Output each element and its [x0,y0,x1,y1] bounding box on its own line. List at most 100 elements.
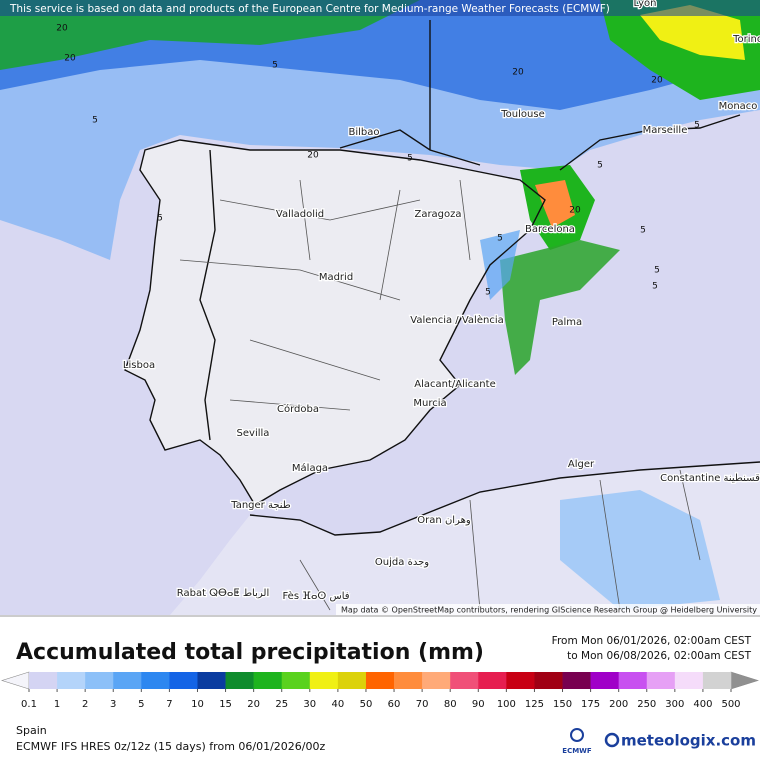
contour-label: 5 [485,288,491,298]
city: Bilbao [348,127,379,138]
ecmwf-label: ECMWF [562,747,592,755]
legend-swatch [281,672,311,689]
legend-tick-label: 7 [166,699,172,710]
legend-arrow-high [730,671,759,690]
coastline [124,139,546,506]
contour-label: 5 [640,226,646,236]
legend-tick-label: 60 [388,699,401,710]
legend-swatch [422,672,451,689]
legend-tick-label: 10 [191,699,204,710]
attribution-bg [336,604,760,615]
brand: meteologix.com [621,732,756,750]
legend-swatch [562,672,591,689]
legend-swatch [702,672,732,689]
city: Oujda وجدة [375,557,429,568]
city: Zaragoza [414,209,461,220]
contour-label: 20 [56,24,68,34]
legend-swatch [618,672,648,689]
legend-swatch [337,672,367,689]
legend-swatch [450,672,479,689]
legend-tick-label: 50 [360,699,373,710]
ecmwf-logo [570,728,584,742]
legend-tick-label: 90 [472,699,485,710]
contour-label: 20 [651,76,663,86]
legend-swatch [590,672,619,689]
city: Lisboa [123,360,155,371]
contour-label: 5 [654,266,660,276]
model-info: ECMWF IFS HRES 0z/12z (15 days) from 06/… [16,740,326,753]
legend-swatch [225,672,254,689]
precip-yellow [640,5,745,60]
coastline-africa [249,461,760,536]
legend-tick-label: 200 [609,699,628,710]
city: Oran وهران [417,515,471,526]
legend-swatch [29,672,58,689]
contour-label: 5 [694,121,700,131]
attribution: Map data © OpenStreetMap contributors, r… [341,606,757,615]
legend-swatch [197,672,226,689]
legend-swatch [57,672,86,689]
iberia-land [125,140,545,505]
city: Córdoba [277,403,319,415]
borders [199,20,741,441]
legend-swatch [141,672,170,689]
contour-label: 5 [597,161,603,171]
legend-swatch [534,672,563,689]
legend-tick-label: 125 [525,699,544,710]
map: This service is based on data and produc… [0,0,760,615]
legend-tick-label: 250 [637,699,656,710]
precip-green [0,0,420,70]
legend-tick-label: 5 [138,699,144,710]
city: Valladolid [276,209,324,220]
contour-label: 5 [157,214,163,224]
region: Spain [16,724,47,737]
legend-tick-label: 20 [247,699,260,710]
contour-label: 20 [307,151,319,161]
legend-tick-label: 15 [219,699,232,710]
legend-tick-label: 150 [553,699,572,710]
city: Barcelona [525,224,575,235]
city: Madrid [319,272,353,283]
legend-swatch [85,672,114,689]
city: Monaco [719,101,758,112]
city: Lyon [633,0,656,9]
contour-label: 20 [64,54,76,64]
legend-title: Accumulated total precipitation (mm) [16,640,484,665]
notice-band [0,0,760,16]
legend-tick-label: 300 [665,699,684,710]
legend-arrow-low [1,671,30,690]
contour-label: 5 [497,234,503,244]
legend-tick-label: 500 [721,699,740,710]
legend-tick-label: 2 [82,699,88,710]
legend-swatch [646,672,676,689]
legend-tick-label: 30 [303,699,316,710]
legend-tick-label: 25 [275,699,288,710]
notice: This service is based on data and produc… [9,3,610,15]
legend-tick-label: 0.1 [21,699,37,710]
period-from: From Mon 06/01/2026, 02:00am CEST [552,635,752,647]
legend-swatch [506,672,535,689]
city: Toulouse [500,109,544,120]
city: Torino [732,34,760,45]
legend-tick-label: 70 [416,699,429,710]
city: Tanger طنجة [230,500,291,511]
city: Sevilla [237,428,270,439]
legend-tick-label: 80 [444,699,457,710]
precip-east [500,240,620,375]
legend-tick-label: 400 [693,699,712,710]
contour-label: 5 [92,116,98,126]
city: Murcia [413,398,446,409]
legend-tick-label: 1 [54,699,60,710]
legend-swatch [365,672,395,689]
city: Alacant/Alicante [414,379,495,390]
regions [179,179,701,611]
legend-tick-label: 100 [497,699,516,710]
legend-swatch [394,672,423,689]
city: Marseille [643,125,688,136]
legend-tick-label: 40 [332,699,345,710]
city: Rabat ⵕⴱⴰⵟ الرباط [177,588,269,599]
contour-label: 20 [569,206,581,216]
legend-swatch [169,672,198,689]
legend-tick-label: 175 [581,699,600,710]
